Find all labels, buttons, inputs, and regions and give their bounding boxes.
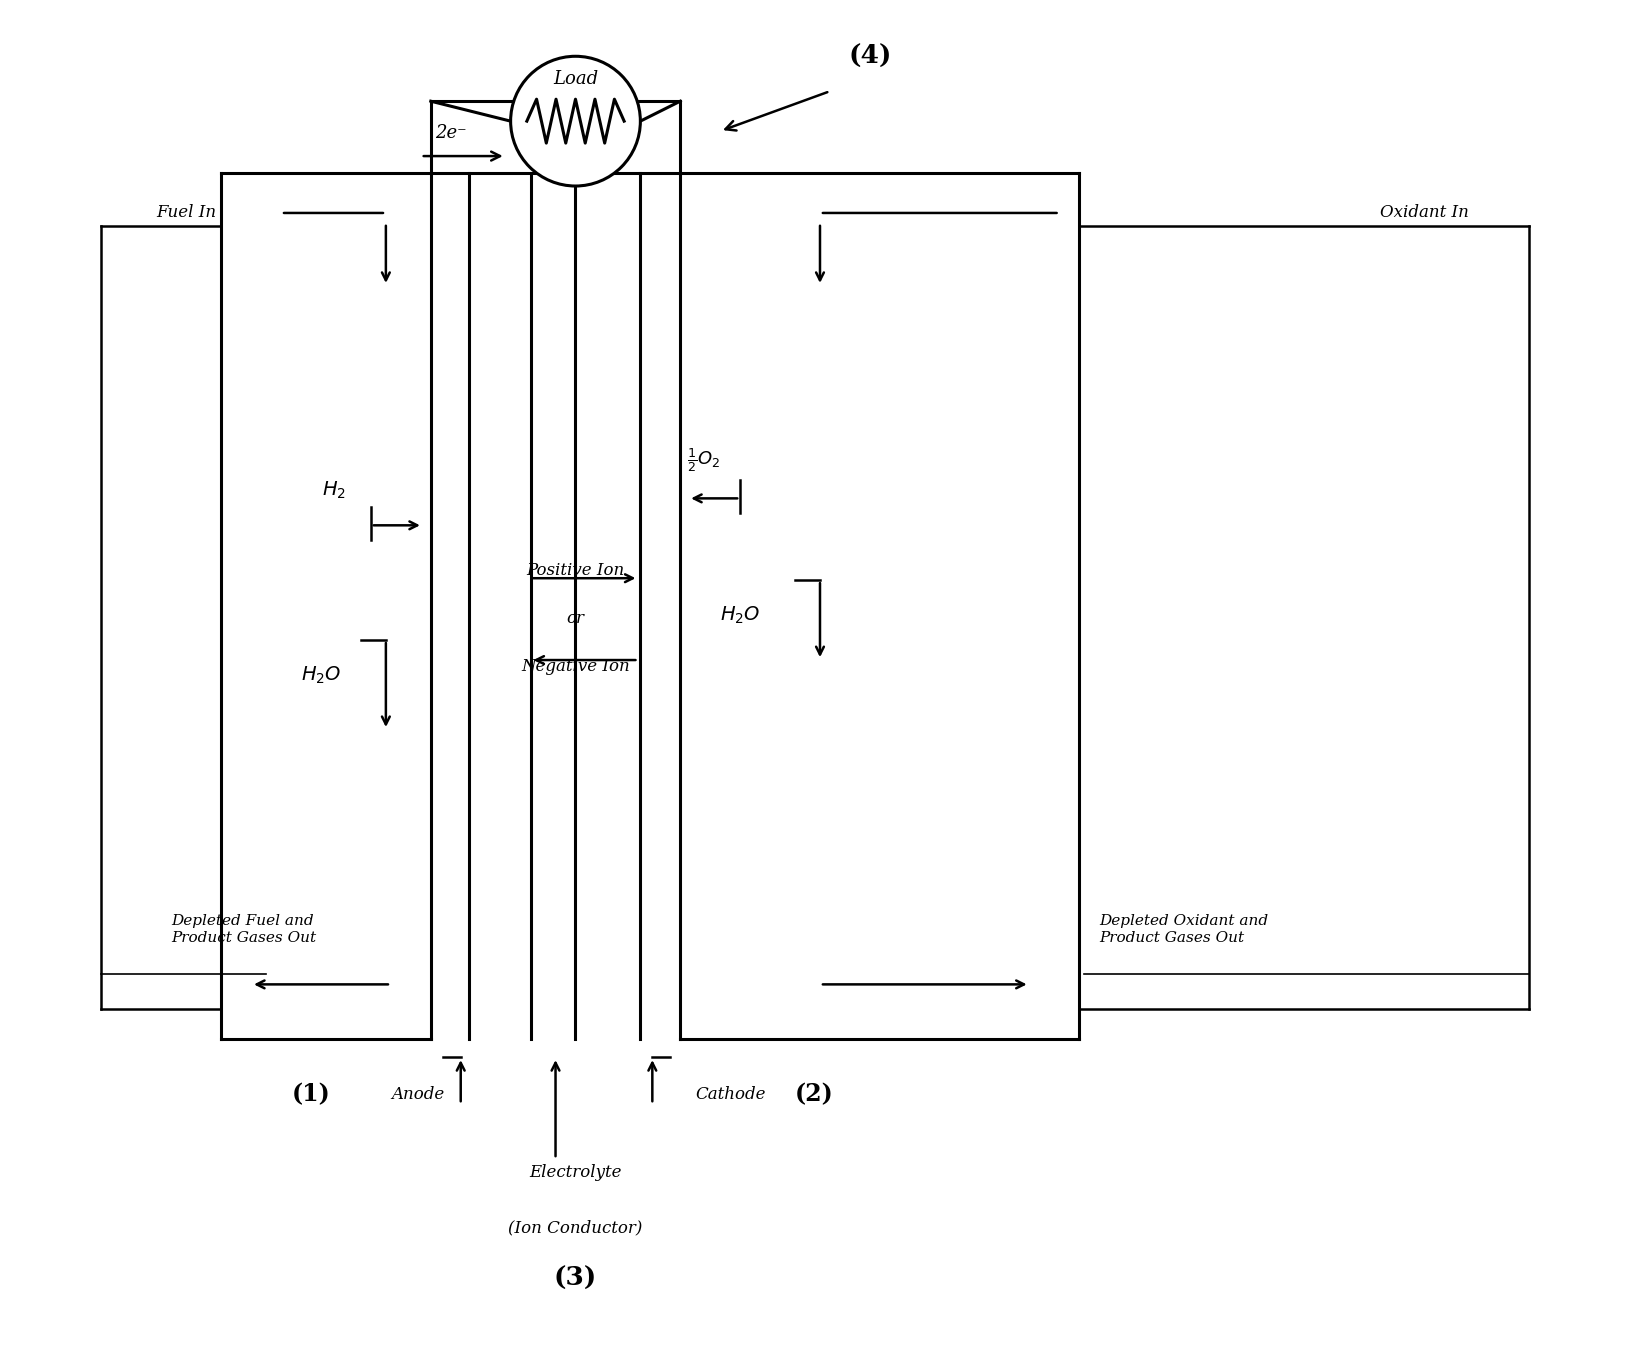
- Text: $H_2$: $H_2$: [321, 479, 346, 501]
- Text: $\frac{1}{2} O_2$: $\frac{1}{2} O_2$: [686, 446, 720, 475]
- Text: Depleted Fuel and
Product Gases Out: Depleted Fuel and Product Gases Out: [171, 915, 316, 945]
- Text: Positive Ion: Positive Ion: [526, 562, 624, 579]
- Text: (3): (3): [554, 1267, 597, 1291]
- Text: Load: Load: [553, 70, 598, 89]
- Bar: [430, 101, 680, 173]
- Text: Cathode: Cathode: [694, 1085, 764, 1103]
- Text: (2): (2): [794, 1082, 833, 1106]
- Text: 2e⁻: 2e⁻: [435, 124, 466, 142]
- Text: (4): (4): [848, 44, 892, 68]
- Text: (Ion Conductor): (Ion Conductor): [509, 1219, 642, 1235]
- Text: Fuel In: Fuel In: [156, 205, 217, 221]
- Text: Anode: Anode: [391, 1085, 443, 1103]
- Text: Electrolyte: Electrolyte: [528, 1164, 621, 1181]
- Text: $H_2O$: $H_2O$: [300, 665, 341, 685]
- Text: (1): (1): [292, 1082, 331, 1106]
- Text: or: or: [566, 610, 584, 627]
- Text: Negative Ion: Negative Ion: [522, 658, 629, 674]
- Circle shape: [510, 56, 641, 186]
- Text: Oxidant In: Oxidant In: [1379, 205, 1467, 221]
- Text: $H_2O$: $H_2O$: [720, 605, 760, 625]
- Text: Depleted Oxidant and
Product Gases Out: Depleted Oxidant and Product Gases Out: [1099, 915, 1268, 945]
